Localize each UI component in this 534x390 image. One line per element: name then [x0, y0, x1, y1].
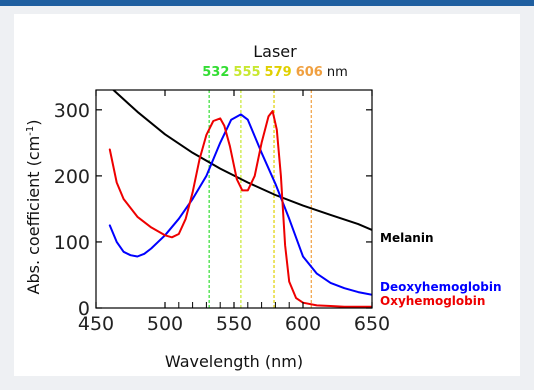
laser-label-555: 555	[233, 65, 260, 80]
ticks-layer: 450 500 550 600 650 0 100 200 300	[54, 90, 390, 335]
laser-labels: 532 555 579 606 nm	[202, 65, 347, 80]
plot-frame	[95, 89, 373, 309]
x-tick-label-500: 500	[147, 313, 183, 335]
y-tick-label-0: 0	[78, 298, 90, 320]
y-tick-label-200: 200	[54, 166, 90, 188]
laser-unit: nm	[327, 65, 348, 80]
y-axis-label-main: Abs. coefficient (cm	[24, 136, 43, 295]
y-tick-label-100: 100	[54, 232, 90, 254]
x-tick-label-650: 650	[354, 313, 390, 335]
y-tick-label-300: 300	[54, 100, 90, 122]
series-line-melanin	[111, 90, 372, 231]
series-layer	[108, 90, 372, 308]
series-line-deoxyhemoglobin	[108, 113, 372, 296]
laser-label-606: 606	[296, 65, 323, 80]
legend-oxyhemoglobin: Oxyhemoglobin	[380, 294, 485, 308]
legend-deoxyhemoglobin: Deoxyhemoglobin	[380, 280, 502, 294]
series-line-oxyhemoglobin	[108, 110, 372, 308]
laser-lines	[208, 90, 312, 308]
top-bar	[0, 0, 534, 6]
x-axis-label: Wavelength (nm)	[165, 352, 303, 371]
figure-panel	[14, 14, 520, 376]
laser-title: Laser	[253, 42, 297, 61]
x-tick-label-450: 450	[78, 313, 114, 335]
laser-label-579: 579	[265, 65, 292, 80]
legend-melanin: Melanin	[380, 231, 434, 245]
x-tick-label-550: 550	[216, 313, 252, 335]
y-axis-label-sup: -1	[25, 126, 36, 136]
x-tick-label-600: 600	[285, 313, 321, 335]
laser-label-532: 532	[202, 65, 229, 80]
y-axis-label: Abs. coefficient (cm-1)	[24, 120, 43, 295]
y-axis-label-tail: )	[24, 120, 43, 126]
